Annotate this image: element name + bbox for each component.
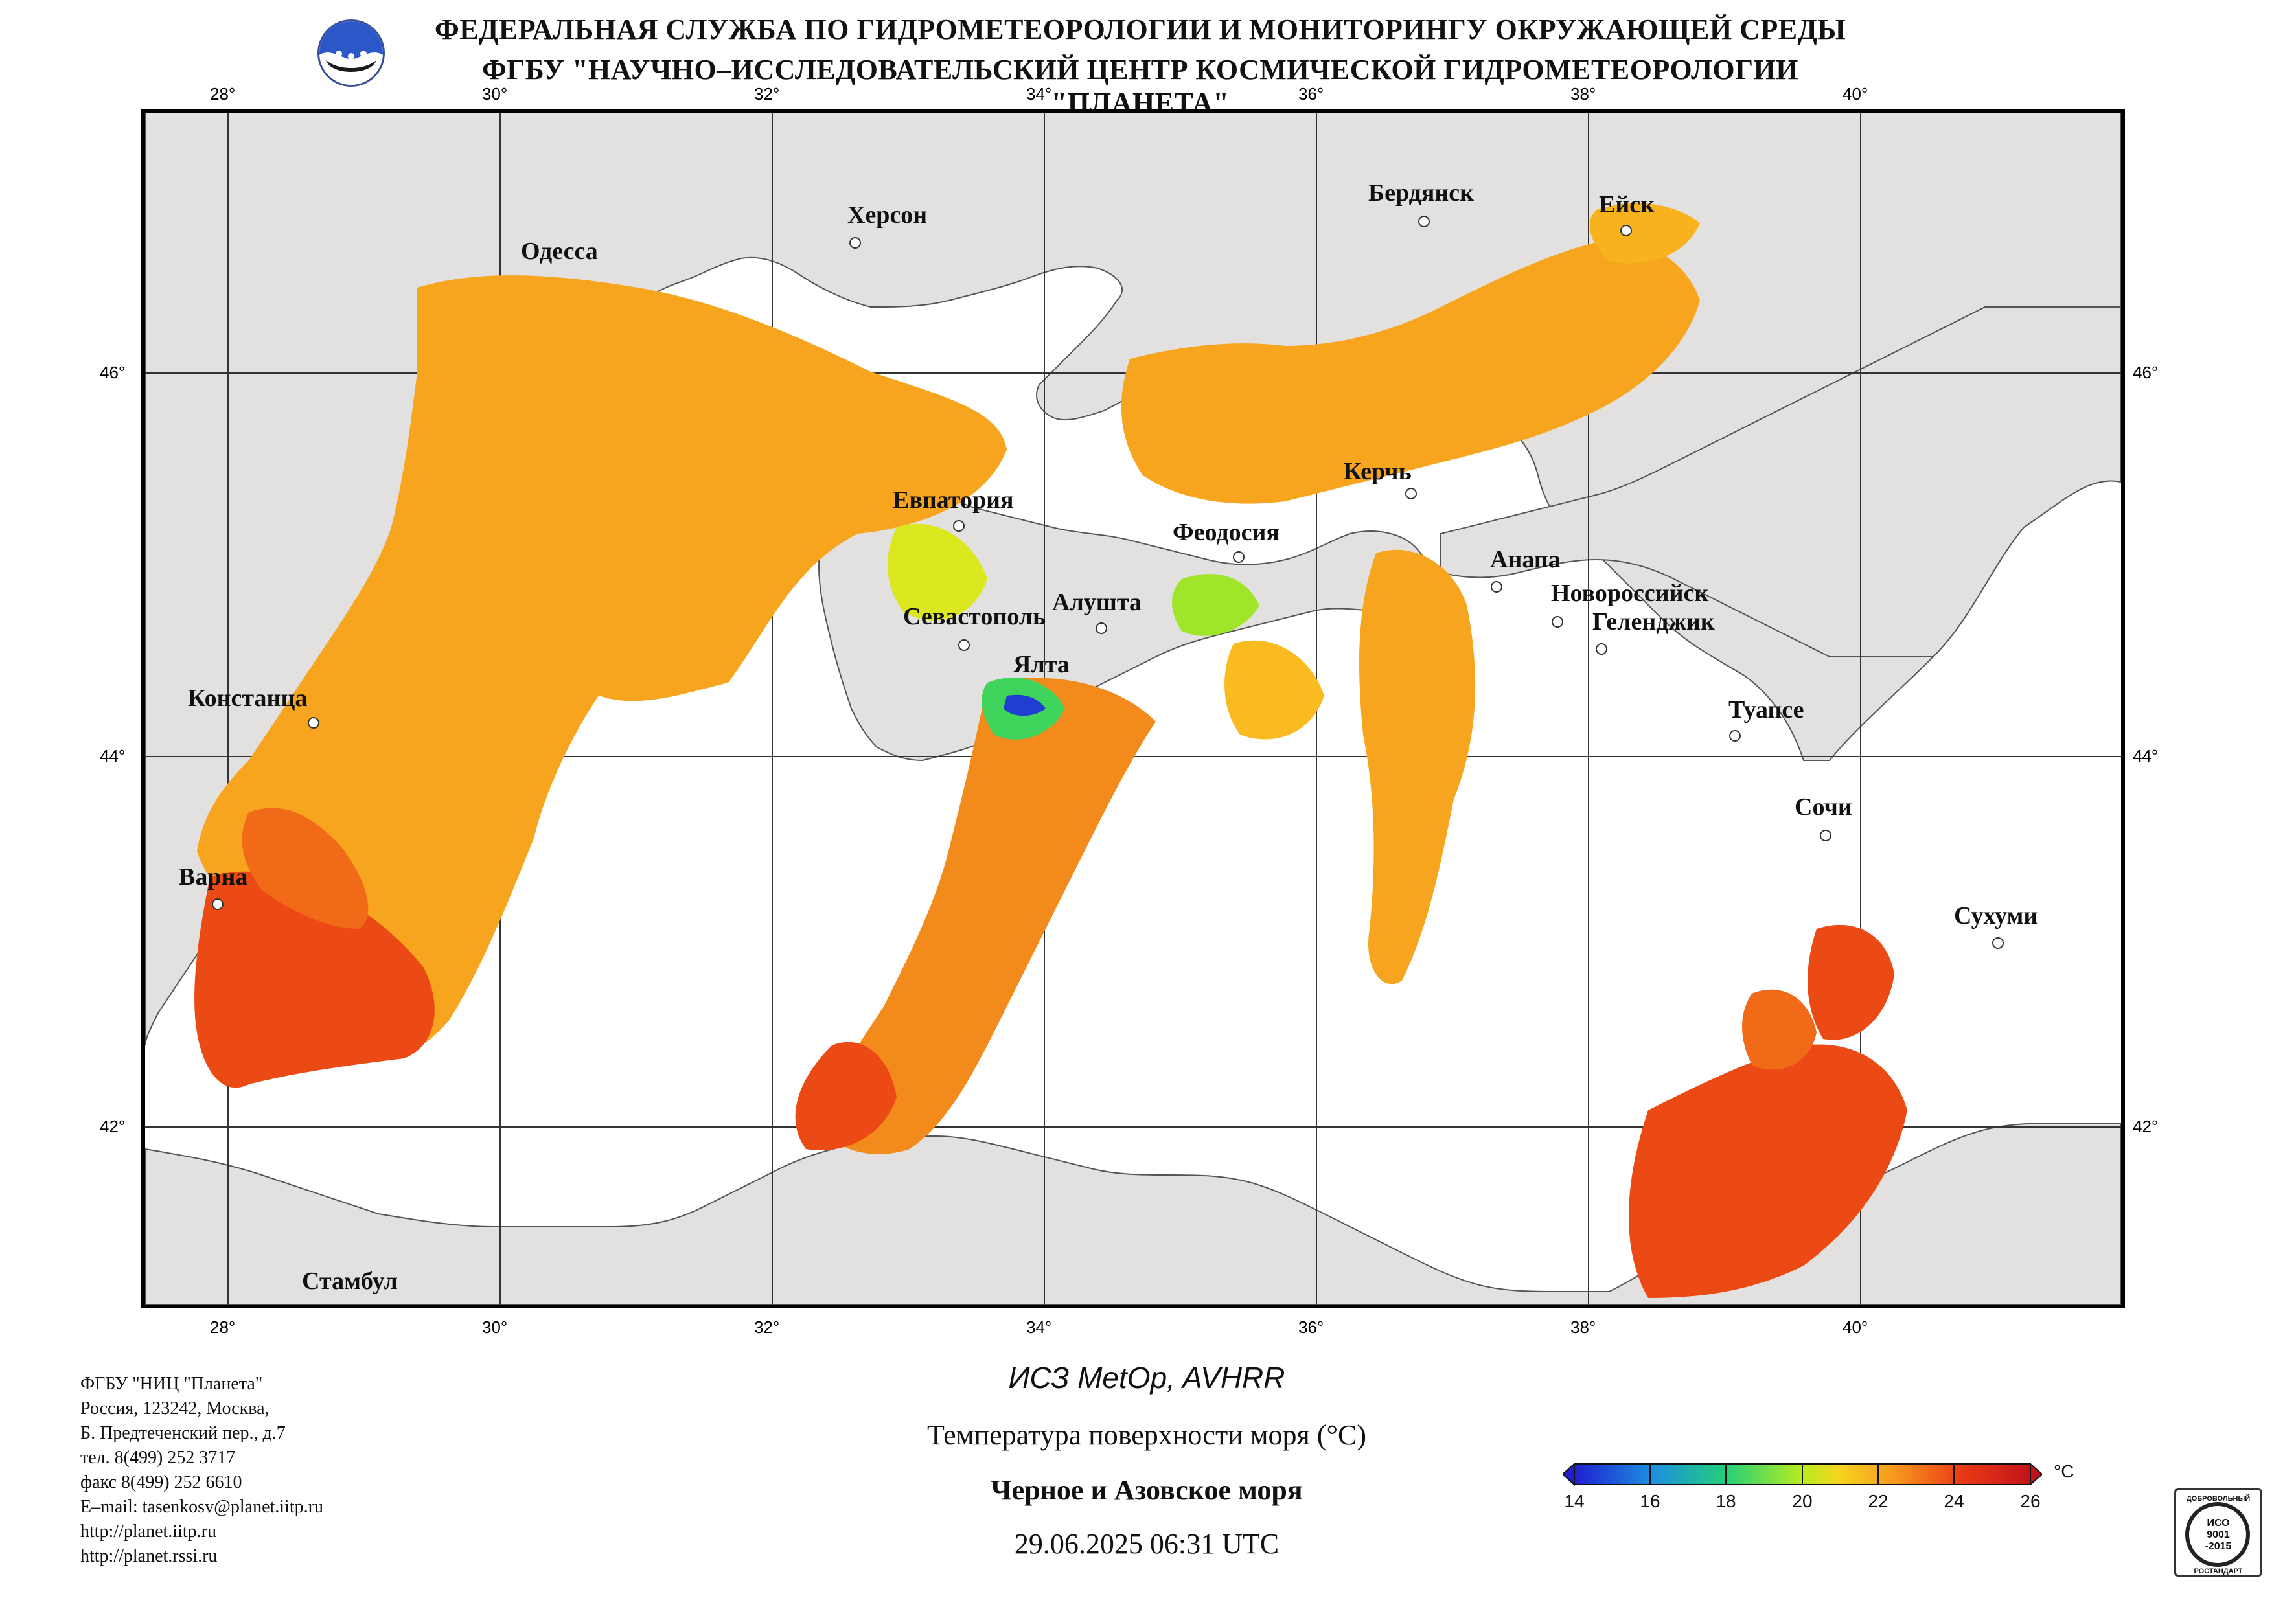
city-marker-varna <box>212 898 224 910</box>
city-label-evpatoria: Евпатория <box>893 486 1014 514</box>
city-marker-kerch <box>1405 488 1417 499</box>
city-label-sevastopol: Севастополь <box>903 603 1046 630</box>
lon-label-top: 30° <box>482 84 508 104</box>
lon-label-top: 28° <box>210 84 236 104</box>
lat-label-left: 42° <box>100 1117 126 1136</box>
colorbar-unit: °С <box>2054 1461 2074 1481</box>
header-title-line2: ФГБУ "НАУЧНО–ИССЛЕДОВАТЕЛЬСКИЙ ЦЕНТР КОС… <box>481 54 1799 119</box>
lat-label-right: 44° <box>2133 746 2159 766</box>
city-label-odessa: Одесса <box>521 238 598 265</box>
colorbar-tick: 22 <box>1868 1491 1888 1511</box>
city-marker-kherson <box>849 237 861 249</box>
lon-label-bottom: 32° <box>754 1317 780 1337</box>
city-label-sochi: Сочи <box>1795 793 1852 821</box>
city-marker-evpatoria <box>953 520 965 532</box>
city-marker-berdyansk <box>1418 216 1430 227</box>
colorbar-tick: 24 <box>1944 1491 1964 1511</box>
iso-line2: 9001 <box>2207 1529 2230 1540</box>
colorbar-tick: 16 <box>1640 1491 1660 1511</box>
city-marker-yeysk <box>1620 225 1632 236</box>
contact-line: факс 8(499) 252 6610 <box>80 1472 242 1492</box>
lon-label-top: 32° <box>754 84 780 104</box>
lat-label-right: 46° <box>2133 363 2159 382</box>
map-canvas <box>145 113 2121 1305</box>
contact-info: ФГБУ "НИЦ "Планета" Россия, 123242, Моск… <box>80 1372 323 1569</box>
iso-bottom-text: РОСТАНДАРТ <box>2194 1567 2243 1575</box>
lon-label-top: 34° <box>1026 84 1052 104</box>
iso-line3: -2015 <box>2205 1541 2232 1552</box>
datetime-caption: 29.06.2025 06:31 UTC <box>1014 1528 1280 1560</box>
lon-label-top: 36° <box>1298 84 1324 104</box>
region-caption: Черное и Азовское моря <box>991 1474 1303 1506</box>
city-label-sukhumi: Сухуми <box>1954 902 2038 929</box>
header-title-line1: ФЕДЕРАЛЬНАЯ СЛУЖБА ПО ГИДРОМЕТЕОРОЛОГИИ … <box>434 14 1846 45</box>
lat-label-left: 46° <box>100 363 126 382</box>
contact-line: тел. 8(499) 252 3717 <box>80 1448 236 1468</box>
colorbar-tick: 14 <box>1564 1491 1585 1511</box>
lat-label-right: 42° <box>2133 1117 2159 1136</box>
satellite-caption: ИСЗ MetOp, AVHRR <box>1008 1361 1285 1395</box>
city-marker-sochi <box>1820 830 1831 841</box>
contact-link[interactable]: http://planet.rssi.ru <box>80 1546 218 1566</box>
city-label-yeysk: Ейск <box>1599 191 1655 218</box>
planeta-logo-icon <box>317 19 385 87</box>
city-label-berdyansk: Бердянск <box>1368 179 1475 207</box>
city-label-yalta: Ялта <box>1013 651 1070 678</box>
city-marker-anapa <box>1491 581 1502 593</box>
city-label-feodosia: Феодосия <box>1173 519 1280 546</box>
city-marker-alushta <box>1096 622 1107 634</box>
iso-top-text: ДОБРОВОЛЬНЫЙ <box>2186 1495 2251 1503</box>
temperature-colorbar <box>1563 1463 2042 1486</box>
lon-label-top: 40° <box>1843 84 1868 104</box>
iso-line1: ИСО <box>2207 1518 2230 1529</box>
contact-line: Б. Предтеченский пер., д.7 <box>80 1423 286 1443</box>
city-label-tuapse: Туапсе <box>1728 696 1804 724</box>
lon-label-bottom: 30° <box>482 1317 508 1337</box>
city-label-novorossiysk: Новороссийск <box>1551 580 1709 607</box>
city-label-alushta: Алушта <box>1052 589 1142 616</box>
colorbar-tick: 20 <box>1792 1491 1813 1511</box>
city-label-varna: Варна <box>179 863 248 891</box>
lon-label-bottom: 40° <box>1843 1317 1868 1337</box>
contact-link[interactable]: http://planet.iitp.ru <box>80 1522 216 1542</box>
city-marker-gelendzhik <box>1596 643 1607 655</box>
city-marker-novorossiysk <box>1552 616 1563 628</box>
city-marker-feodosia <box>1233 551 1245 563</box>
city-label-kerch: Керчь <box>1344 458 1412 485</box>
sst-map <box>141 109 2125 1308</box>
city-label-constanta: Констанца <box>188 685 308 712</box>
city-marker-constanta <box>308 717 319 729</box>
iso-certificate-icon: ДОБРОВОЛЬНЫЙ ИСО 9001 -2015 РОСТАНДАРТ <box>2174 1488 2262 1577</box>
lon-label-bottom: 36° <box>1298 1317 1324 1337</box>
city-label-istanbul: Стамбул <box>302 1268 398 1295</box>
colorbar-tick: 18 <box>1716 1491 1736 1511</box>
sst-layer <box>194 203 1907 1298</box>
lon-label-bottom: 28° <box>210 1317 236 1337</box>
lon-label-top: 38° <box>1570 84 1596 104</box>
city-label-anapa: Анапа <box>1490 546 1561 573</box>
lon-label-bottom: 34° <box>1026 1317 1052 1337</box>
city-marker-tuapse <box>1729 730 1741 742</box>
contact-line: E–mail: tasenkosv@planet.iitp.ru <box>80 1497 323 1517</box>
city-marker-sukhumi <box>1992 937 2004 949</box>
city-marker-sevastopol <box>958 639 970 651</box>
lat-label-left: 44° <box>100 746 126 766</box>
contact-line: Россия, 123242, Москва, <box>80 1398 270 1419</box>
contact-line: ФГБУ "НИЦ "Планета" <box>80 1374 263 1394</box>
city-label-gelendzhik: Геленджик <box>1592 608 1715 635</box>
parameter-caption: Температура поверхности моря (°С) <box>926 1419 1367 1451</box>
iso-ring <box>2185 1502 2250 1567</box>
city-label-kherson: Херсон <box>847 201 928 229</box>
lon-label-bottom: 38° <box>1570 1317 1596 1337</box>
colorbar-tick: 26 <box>2020 1491 2041 1511</box>
